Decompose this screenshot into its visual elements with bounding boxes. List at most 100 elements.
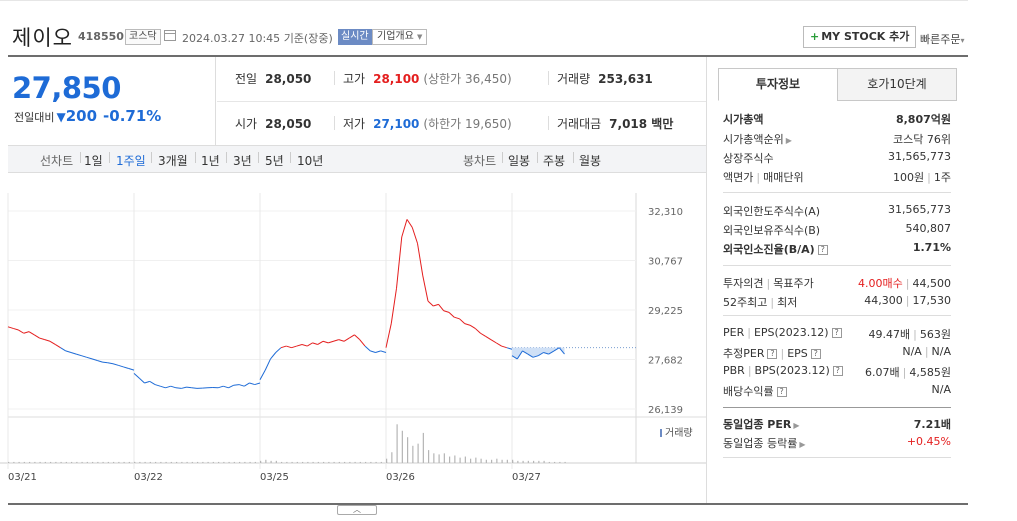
price-box: 27,850 전일대비 ▼200 -0.71%	[8, 57, 216, 145]
period-3m[interactable]: 3개월	[158, 154, 188, 168]
divider	[723, 407, 951, 408]
price-line-segment	[133, 372, 140, 379]
volume-bar	[160, 461, 162, 463]
divider	[151, 152, 152, 163]
price-line-segment	[186, 386, 192, 389]
help-icon[interactable]: ?	[832, 366, 843, 376]
help-icon[interactable]: ?	[776, 387, 787, 397]
calendar-icon	[164, 30, 176, 41]
volume-bar	[317, 461, 319, 463]
volume-bar	[538, 460, 540, 463]
volume-bar	[18, 461, 20, 463]
volume-bar	[86, 461, 88, 463]
volume-bar	[281, 461, 283, 463]
price-line-segment	[448, 312, 455, 318]
price-line-segment	[348, 334, 355, 339]
price-line-segment	[322, 340, 329, 344]
volume-bar	[391, 452, 393, 463]
price-line-segment	[438, 304, 445, 312]
volume-legend-label: 거래량	[665, 427, 693, 439]
period-1d[interactable]: 1일	[84, 154, 103, 168]
market-badge: 코스닥	[125, 29, 161, 45]
candle-weekly[interactable]: 주봉	[543, 154, 566, 168]
price-line-segment	[165, 385, 171, 389]
tab-investment-info[interactable]: 투자정보	[718, 68, 838, 101]
divider	[226, 152, 227, 163]
tab-order-book[interactable]: 호가10단계	[837, 68, 957, 101]
mystock-add-button[interactable]: + MY STOCK 추가	[803, 26, 917, 48]
price-line-segment	[301, 343, 308, 347]
top-border	[0, 0, 968, 1]
volume-bar	[244, 461, 246, 463]
market-cap-rank-row[interactable]: 시가총액순위 ▶ 코스닥 76위	[723, 133, 951, 146]
divider	[723, 457, 951, 458]
volume-bar	[8, 461, 10, 463]
volume-bar	[165, 461, 167, 463]
price-line-segment	[175, 387, 182, 389]
volume-bar	[254, 461, 256, 463]
divider	[723, 192, 951, 193]
y-tick-label: 32,310	[648, 207, 683, 218]
sector-per-row[interactable]: 동일업종 PER ▶ 7.21배	[723, 418, 951, 431]
price-line-segment	[490, 339, 497, 344]
candle-daily[interactable]: 일봉	[508, 154, 531, 168]
help-icon[interactable]: ?	[810, 349, 821, 359]
price-line-segment	[39, 337, 45, 341]
divider	[723, 315, 951, 316]
realtime-badge[interactable]: 실시간	[338, 29, 372, 45]
volume-bar	[97, 461, 99, 463]
volume-bar	[338, 461, 340, 463]
period-3y[interactable]: 3년	[233, 154, 252, 168]
price-line-segment	[343, 337, 350, 342]
volume-bar	[60, 461, 62, 463]
volume-bar	[449, 456, 451, 463]
volume-bar	[354, 461, 356, 463]
price-line-segment	[406, 219, 413, 228]
period-1y[interactable]: 1년	[201, 154, 220, 168]
price-line-segment	[359, 339, 366, 347]
price-line-segment	[427, 300, 434, 307]
sector-change-row[interactable]: 동일업종 등락률 ▶ +0.45%	[723, 435, 951, 450]
quick-order-link[interactable]: 빠른주문▾	[920, 33, 965, 46]
plus-icon: +	[810, 30, 820, 43]
price-line-segment	[537, 352, 544, 357]
help-icon[interactable]: ?	[767, 349, 778, 359]
period-10y[interactable]: 10년	[297, 154, 324, 168]
price-line-segment	[401, 219, 408, 238]
price-line-segment	[443, 310, 450, 313]
company-info-dropdown[interactable]: 기업개요 ▼	[372, 29, 428, 45]
volume: 거래량 253,631	[557, 72, 653, 86]
price-line-segment	[411, 227, 418, 244]
volume-bar	[92, 461, 94, 463]
divider	[80, 152, 81, 163]
help-icon[interactable]: ?	[817, 245, 828, 255]
volume-bar	[428, 450, 430, 463]
foreign-limit-row: 외국인한도주식수(A) 31,565,773	[723, 203, 951, 218]
price-chart-svg: 32,310 30,767 29,225 27,682 26,139 03/21 03/22…	[0, 193, 706, 483]
chevron-right-icon: ▶	[785, 136, 792, 145]
help-icon[interactable]: ?	[831, 328, 842, 338]
header-divider	[8, 55, 968, 57]
chevron-right-icon: ▶	[793, 421, 800, 430]
price-line-segment	[65, 350, 72, 353]
market-cap-row: 시가총액 8,807억원	[723, 113, 951, 126]
price-chart[interactable]: 32,310 30,767 29,225 27,682 26,139 03/21 03/22…	[0, 173, 706, 521]
x-tick-label: 03/26	[386, 472, 415, 483]
price-line-segment	[480, 332, 487, 337]
x-tick-label: 03/22	[134, 472, 163, 483]
volume-bar	[543, 460, 545, 463]
price-line-segment	[112, 363, 119, 366]
est-per-row: 추정PER? | EPS? N/A | N/A	[723, 345, 951, 360]
period-1w[interactable]: 1주일	[116, 154, 146, 168]
divider	[548, 116, 549, 130]
price-line-segment	[296, 343, 303, 347]
expand-chart-button[interactable]: ︿	[337, 505, 377, 515]
y-tick-label: 30,767	[648, 257, 683, 268]
period-5y[interactable]: 5년	[265, 154, 284, 168]
price-line-segment	[243, 382, 250, 387]
volume-bar	[155, 461, 157, 463]
candle-monthly[interactable]: 월봉	[579, 154, 602, 168]
price-line-segment	[264, 358, 271, 371]
volume-bar	[144, 461, 146, 463]
volume-bar	[197, 461, 199, 463]
